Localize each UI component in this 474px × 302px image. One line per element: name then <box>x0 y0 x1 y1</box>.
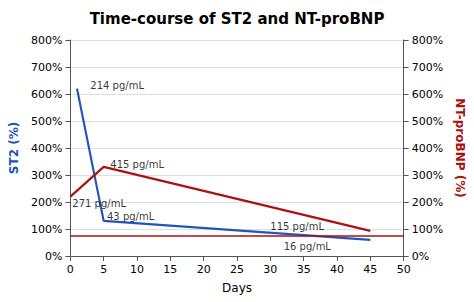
svg-text:16 pg/mL: 16 pg/mL <box>284 241 332 252</box>
svg-text:700%: 700% <box>31 61 62 74</box>
svg-text:400%: 400% <box>412 142 443 155</box>
svg-text:Time-course of ST2 and NT-proB: Time-course of ST2 and NT-proBNP <box>90 10 385 28</box>
svg-text:200%: 200% <box>412 196 443 209</box>
svg-text:800%: 800% <box>412 34 443 47</box>
svg-text:ST2 (%): ST2 (%) <box>7 122 21 174</box>
svg-text:500%: 500% <box>412 115 443 128</box>
svg-text:800%: 800% <box>31 34 62 47</box>
svg-text:45: 45 <box>363 263 377 276</box>
svg-text:100%: 100% <box>412 223 443 236</box>
svg-text:415 pg/mL: 415 pg/mL <box>110 159 164 170</box>
svg-text:10: 10 <box>130 263 144 276</box>
svg-text:Days: Days <box>222 281 252 295</box>
svg-text:300%: 300% <box>31 169 62 182</box>
svg-text:600%: 600% <box>412 88 443 101</box>
svg-text:271 pg/mL: 271 pg/mL <box>72 198 126 209</box>
svg-text:43 pg/mL: 43 pg/mL <box>107 211 155 222</box>
svg-text:50: 50 <box>397 263 411 276</box>
svg-text:100%: 100% <box>31 223 62 236</box>
svg-text:0: 0 <box>67 263 74 276</box>
svg-text:400%: 400% <box>31 142 62 155</box>
svg-text:600%: 600% <box>31 88 62 101</box>
svg-text:15: 15 <box>163 263 177 276</box>
svg-text:NT-proBNP (%): NT-proBNP (%) <box>453 98 467 197</box>
svg-text:500%: 500% <box>31 115 62 128</box>
svg-text:0%: 0% <box>45 250 62 263</box>
svg-text:30: 30 <box>263 263 277 276</box>
svg-text:700%: 700% <box>412 61 443 74</box>
svg-text:200%: 200% <box>31 196 62 209</box>
svg-text:214 pg/mL: 214 pg/mL <box>90 80 144 91</box>
svg-text:5: 5 <box>100 263 107 276</box>
svg-text:115 pg/mL: 115 pg/mL <box>270 221 324 232</box>
svg-text:0%: 0% <box>412 250 429 263</box>
svg-text:40: 40 <box>330 263 344 276</box>
svg-text:35: 35 <box>297 263 311 276</box>
svg-text:300%: 300% <box>412 169 443 182</box>
svg-text:25: 25 <box>230 263 244 276</box>
svg-text:20: 20 <box>197 263 211 276</box>
